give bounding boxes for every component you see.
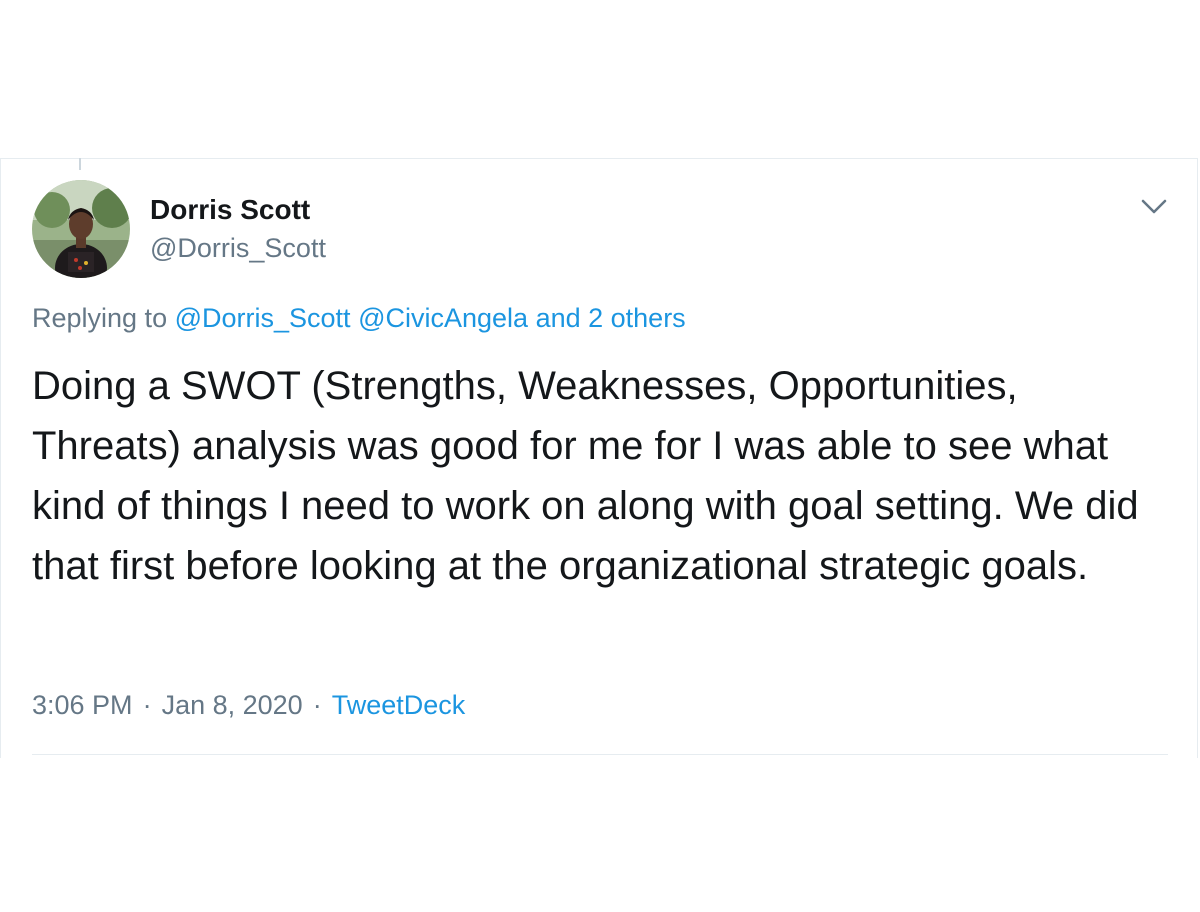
author-name[interactable]: Dorris Scott: [150, 194, 311, 225]
replying-prefix: Replying to: [32, 303, 168, 333]
tweet-meta: 3:06 PM · Jan 8, 2020 · TweetDeck: [32, 689, 465, 721]
replying-to-line: Replying to @Dorris_Scott @CivicAngela a…: [32, 302, 686, 334]
avatar[interactable]: [32, 180, 130, 278]
thread-connector-line: [79, 158, 81, 170]
user-photo-avatar-icon: [32, 180, 130, 278]
reply-mention-dorris-scott[interactable]: @Dorris_Scott: [174, 303, 351, 333]
meta-separator: ·: [312, 690, 322, 720]
chevron-down-icon: [1141, 199, 1167, 214]
tweet-card: [0, 158, 1198, 758]
tweet-time[interactable]: 3:06 PM: [32, 690, 133, 720]
meta-separator: ·: [142, 690, 152, 720]
tweet-text: Doing a SWOT (Strengths, Weaknesses, Opp…: [32, 364, 1139, 588]
tweet-source-link[interactable]: TweetDeck: [331, 690, 466, 720]
tweet-date[interactable]: Jan 8, 2020: [161, 690, 303, 720]
author-handle[interactable]: @Dorris_Scott: [150, 233, 326, 263]
divider: [32, 754, 1168, 755]
tweet-menu-button[interactable]: [1138, 193, 1170, 219]
reply-mention-civicangela[interactable]: @CivicAngela: [358, 303, 529, 333]
reply-others-link[interactable]: and 2 others: [535, 303, 686, 333]
